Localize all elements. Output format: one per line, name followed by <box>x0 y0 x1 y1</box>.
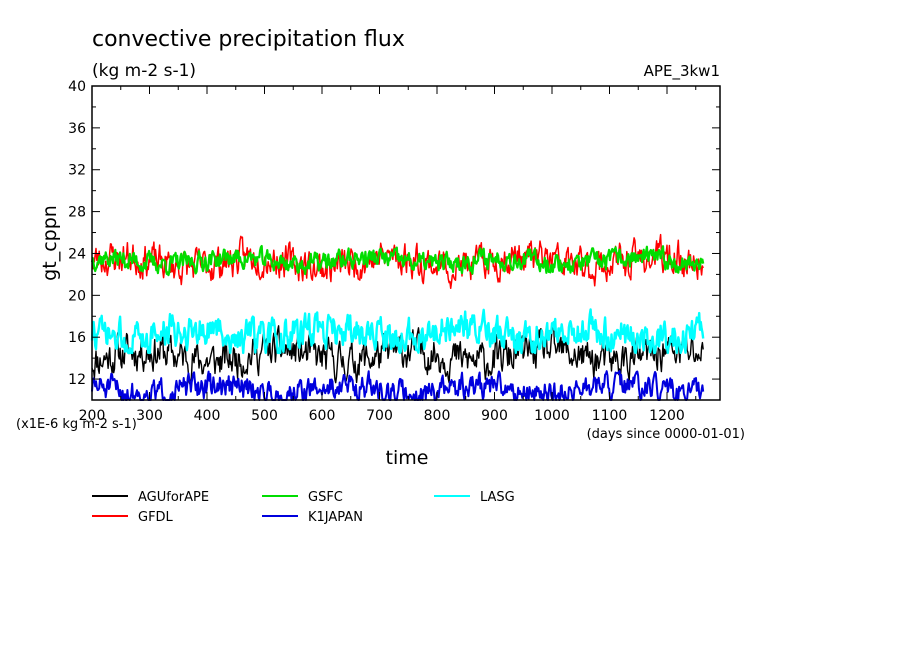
y-tick-label: 28 <box>68 205 86 221</box>
legend: AGUforAPE GFDL GSFC K1JAPAN LASG <box>92 490 515 525</box>
x-tick-label: 1200 <box>649 408 685 424</box>
legend-label-aguforape: AGUforAPE <box>138 490 209 505</box>
legend-label-k1japan: K1JAPAN <box>308 510 363 525</box>
x-tick-label: 800 <box>424 408 451 424</box>
y-tick-label: 40 <box>68 79 86 95</box>
plot-lines <box>90 233 705 401</box>
y-scale-note: (x1E-6 kg m-2 s-1) <box>16 417 137 432</box>
y-tick-labels: 12 16 20 24 28 32 36 40 <box>68 79 86 388</box>
x-tick-label: 1000 <box>534 408 570 424</box>
y-tick-label: 20 <box>68 288 86 304</box>
x-tick-label: 600 <box>309 408 336 424</box>
x-tick-label: 400 <box>194 408 221 424</box>
y-tick-label: 36 <box>68 121 86 137</box>
axis-ticks <box>91 85 720 401</box>
chart-title: convective precipitation flux <box>92 27 405 52</box>
series-line-lasg <box>90 308 705 355</box>
legend-label-gsfc: GSFC <box>308 490 343 505</box>
x-tick-label: 200 <box>79 408 106 424</box>
x-tick-label: 900 <box>481 408 508 424</box>
y-tick-label: 24 <box>68 246 86 262</box>
x-tick-label: 500 <box>251 408 278 424</box>
x-tick-labels: 200 300 400 500 600 700 800 900 1000 1100 1200 <box>79 408 685 424</box>
x-tick-label: 1100 <box>592 408 628 424</box>
legend-label-lasg: LASG <box>480 490 515 505</box>
x-tick-label: 300 <box>136 408 163 424</box>
chart-units: (kg m-2 s-1) <box>92 61 196 81</box>
x-unit-note: (days since 0000-01-01) <box>587 427 745 442</box>
series-line-gsfc <box>90 244 705 277</box>
plot-frame <box>91 85 721 401</box>
y-axis-label: gt_cppn <box>39 205 61 281</box>
y-tick-label: 12 <box>68 372 86 388</box>
x-axis-label: time <box>386 447 429 469</box>
series-line-k1japan <box>91 370 705 401</box>
y-tick-label: 16 <box>68 330 86 346</box>
experiment-label: APE_3kw1 <box>644 62 720 81</box>
y-tick-label: 32 <box>68 163 86 179</box>
x-tick-label: 700 <box>366 408 393 424</box>
legend-label-gfdl: GFDL <box>138 510 174 525</box>
